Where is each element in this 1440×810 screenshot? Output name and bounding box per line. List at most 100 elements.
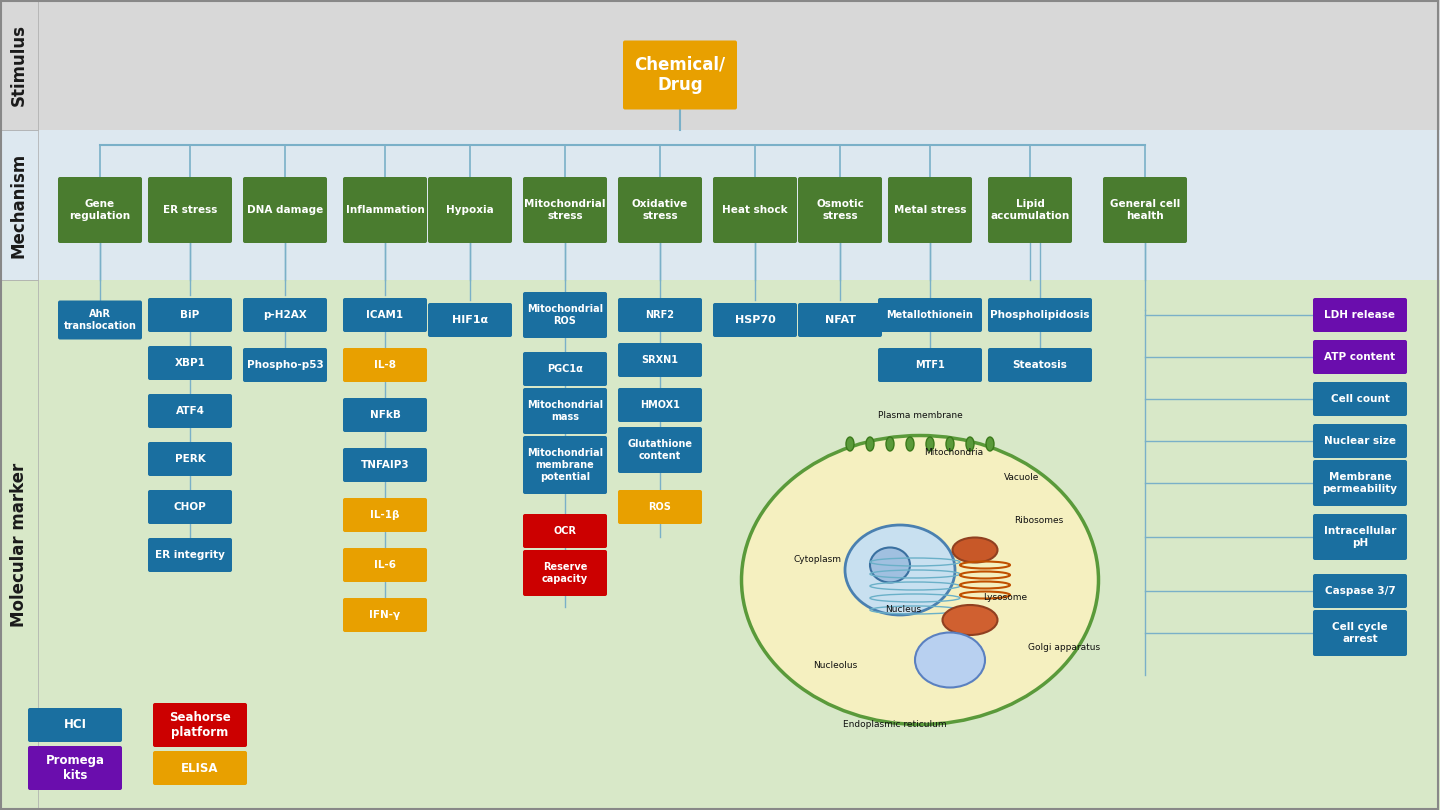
Text: Mitochondrial
mass: Mitochondrial mass: [527, 400, 603, 422]
FancyBboxPatch shape: [343, 398, 428, 432]
FancyBboxPatch shape: [618, 298, 703, 332]
Text: Cell cycle
arrest: Cell cycle arrest: [1332, 622, 1388, 644]
Text: IL-1β: IL-1β: [370, 510, 400, 520]
Ellipse shape: [886, 437, 894, 451]
Text: Inflammation: Inflammation: [346, 205, 425, 215]
Text: Reserve
capacity: Reserve capacity: [541, 562, 588, 584]
Ellipse shape: [952, 538, 998, 562]
FancyBboxPatch shape: [713, 303, 796, 337]
FancyBboxPatch shape: [1313, 298, 1407, 332]
Text: Cell count: Cell count: [1331, 394, 1390, 404]
FancyBboxPatch shape: [148, 298, 232, 332]
Text: Phospholipidosis: Phospholipidosis: [991, 310, 1090, 320]
FancyBboxPatch shape: [343, 298, 428, 332]
Text: HMOX1: HMOX1: [639, 400, 680, 410]
Text: General cell
health: General cell health: [1110, 199, 1181, 221]
Text: HSP70: HSP70: [734, 315, 775, 325]
FancyBboxPatch shape: [58, 301, 143, 339]
FancyBboxPatch shape: [0, 0, 37, 130]
Text: Metallothionein: Metallothionein: [887, 310, 973, 320]
FancyBboxPatch shape: [243, 298, 327, 332]
Text: Steatosis: Steatosis: [1012, 360, 1067, 370]
FancyBboxPatch shape: [618, 343, 703, 377]
FancyBboxPatch shape: [1313, 514, 1407, 560]
Text: LDH release: LDH release: [1325, 310, 1395, 320]
Text: ICAM1: ICAM1: [366, 310, 403, 320]
Ellipse shape: [943, 605, 998, 635]
Text: Nucleolus: Nucleolus: [812, 660, 857, 670]
FancyBboxPatch shape: [343, 348, 428, 382]
Text: HCI: HCI: [63, 718, 86, 731]
Text: DNA damage: DNA damage: [246, 205, 323, 215]
Text: Cytoplasm: Cytoplasm: [793, 556, 842, 565]
FancyBboxPatch shape: [0, 130, 37, 280]
Text: Stimulus: Stimulus: [10, 24, 27, 106]
FancyBboxPatch shape: [153, 751, 248, 785]
FancyBboxPatch shape: [618, 388, 703, 422]
FancyBboxPatch shape: [27, 708, 122, 742]
FancyBboxPatch shape: [343, 177, 428, 243]
FancyBboxPatch shape: [343, 598, 428, 632]
FancyBboxPatch shape: [888, 177, 972, 243]
Ellipse shape: [926, 437, 935, 451]
Text: Osmotic
stress: Osmotic stress: [816, 199, 864, 221]
Text: Ribosomes: Ribosomes: [1014, 516, 1064, 525]
Ellipse shape: [966, 437, 973, 451]
Text: Molecular marker: Molecular marker: [10, 463, 27, 627]
FancyBboxPatch shape: [713, 177, 796, 243]
FancyBboxPatch shape: [148, 490, 232, 524]
Text: Metal stress: Metal stress: [894, 205, 966, 215]
Text: Plasma membrane: Plasma membrane: [877, 411, 962, 420]
Text: ELISA: ELISA: [181, 761, 219, 774]
Text: Intracellular
pH: Intracellular pH: [1323, 526, 1397, 548]
Text: IL-6: IL-6: [374, 560, 396, 570]
Text: Glutathione
content: Glutathione content: [628, 439, 693, 461]
FancyBboxPatch shape: [1313, 340, 1407, 374]
FancyBboxPatch shape: [523, 436, 608, 494]
FancyBboxPatch shape: [878, 348, 982, 382]
FancyBboxPatch shape: [343, 448, 428, 482]
FancyBboxPatch shape: [428, 177, 513, 243]
Ellipse shape: [742, 436, 1099, 724]
FancyBboxPatch shape: [343, 548, 428, 582]
Ellipse shape: [946, 437, 953, 451]
Text: Nuclear size: Nuclear size: [1323, 436, 1395, 446]
Text: NRF2: NRF2: [645, 310, 674, 320]
FancyBboxPatch shape: [148, 346, 232, 380]
FancyBboxPatch shape: [58, 177, 143, 243]
Text: ATF4: ATF4: [176, 406, 204, 416]
Text: Gene
regulation: Gene regulation: [69, 199, 131, 221]
Text: Membrane
permeability: Membrane permeability: [1322, 472, 1397, 494]
FancyBboxPatch shape: [523, 388, 608, 434]
Text: BiP: BiP: [180, 310, 200, 320]
Text: Mitochondrial
stress: Mitochondrial stress: [524, 199, 606, 221]
FancyBboxPatch shape: [343, 498, 428, 532]
FancyBboxPatch shape: [243, 348, 327, 382]
Ellipse shape: [865, 437, 874, 451]
Text: AhR
translocation: AhR translocation: [63, 309, 137, 330]
FancyBboxPatch shape: [148, 442, 232, 476]
FancyBboxPatch shape: [148, 177, 232, 243]
FancyBboxPatch shape: [1313, 574, 1407, 608]
Text: Seahorse
platform: Seahorse platform: [168, 711, 230, 739]
FancyBboxPatch shape: [0, 0, 1440, 130]
Text: ER integrity: ER integrity: [156, 550, 225, 560]
FancyBboxPatch shape: [0, 130, 1440, 280]
Text: Promega
kits: Promega kits: [46, 754, 105, 782]
Text: SRXN1: SRXN1: [641, 355, 678, 365]
Text: ER stress: ER stress: [163, 205, 217, 215]
FancyBboxPatch shape: [148, 538, 232, 572]
FancyBboxPatch shape: [153, 703, 248, 747]
Text: CHOP: CHOP: [174, 502, 206, 512]
Text: Vacuole: Vacuole: [1004, 474, 1040, 483]
Ellipse shape: [847, 437, 854, 451]
Text: Hypoxia: Hypoxia: [446, 205, 494, 215]
FancyBboxPatch shape: [243, 177, 327, 243]
Text: Lysosome: Lysosome: [984, 592, 1027, 602]
FancyBboxPatch shape: [0, 280, 1440, 810]
FancyBboxPatch shape: [1313, 424, 1407, 458]
FancyBboxPatch shape: [0, 280, 37, 810]
Ellipse shape: [870, 548, 910, 582]
FancyBboxPatch shape: [523, 514, 608, 548]
Text: Mitochondria: Mitochondria: [924, 448, 984, 457]
